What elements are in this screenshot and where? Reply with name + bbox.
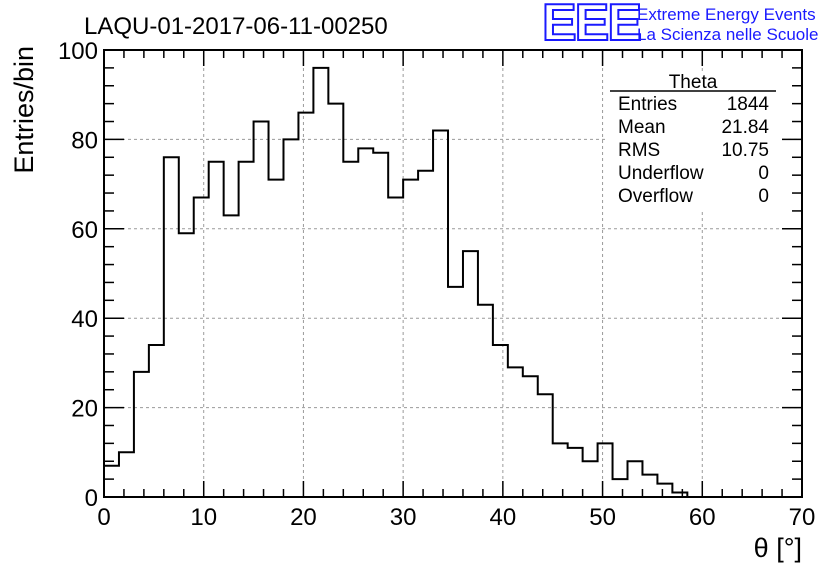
stats-value: 10.75	[721, 140, 769, 161]
y-axis-label: Entries/bin	[9, 46, 39, 174]
x-tick-label: 40	[490, 504, 517, 531]
x-tick-label: 20	[290, 504, 317, 531]
histogram-series	[103, 66, 793, 498]
stats-title: Theta	[669, 72, 718, 93]
stats-box: Theta Entries 1844 Mean 21.84 RMS 10.75 Underf…	[608, 72, 780, 212]
y-tick-label: 0	[85, 485, 98, 512]
y-tick-label: 60	[71, 217, 98, 244]
stats-label: RMS	[618, 140, 660, 161]
y-tick-label: 80	[71, 127, 98, 154]
y-tick-label: 20	[71, 396, 98, 423]
plot-frame	[103, 49, 803, 498]
axes	[103, 49, 803, 498]
stats-value: 0	[758, 186, 769, 207]
eee-logo: EEE Extreme Energy Events La Scienza nel…	[541, 0, 818, 53]
stats-rows: Entries 1844 Mean 21.84 RMS 10.75 Underflow 0 Ov…	[618, 94, 769, 207]
stats-label: Underflow	[618, 163, 704, 184]
y-tick-label: 40	[71, 306, 98, 333]
x-axis-label: θ [°]	[754, 533, 802, 563]
x-tick-label: 30	[390, 504, 417, 531]
x-tick-label: 50	[589, 504, 616, 531]
stats-value: 0	[758, 163, 769, 184]
chart-title: LAQU-01-2017-06-11-00250	[84, 13, 388, 40]
stats-label: Mean	[618, 117, 666, 138]
x-tick-label: 10	[190, 504, 217, 531]
logo-mark: EEE	[542, 0, 640, 52]
logo-line-1: Extreme Energy Events	[637, 5, 816, 24]
stats-box-background	[608, 72, 780, 212]
x-tick-label: 70	[789, 504, 816, 531]
stats-label: Entries	[618, 94, 677, 115]
y-tick-label: 100	[58, 38, 98, 65]
stats-value: 21.84	[721, 117, 769, 138]
logo-line-2: La Scienza nelle Scuole	[637, 25, 818, 44]
x-tick-label: 60	[689, 504, 716, 531]
stats-label: Overflow	[618, 186, 693, 207]
x-tick-label: 0	[97, 504, 110, 531]
stats-value: 1844	[727, 94, 770, 115]
tick-labels: 0 10 20 30 40 50 60 70 0 20 40 60 80 100	[58, 38, 815, 531]
